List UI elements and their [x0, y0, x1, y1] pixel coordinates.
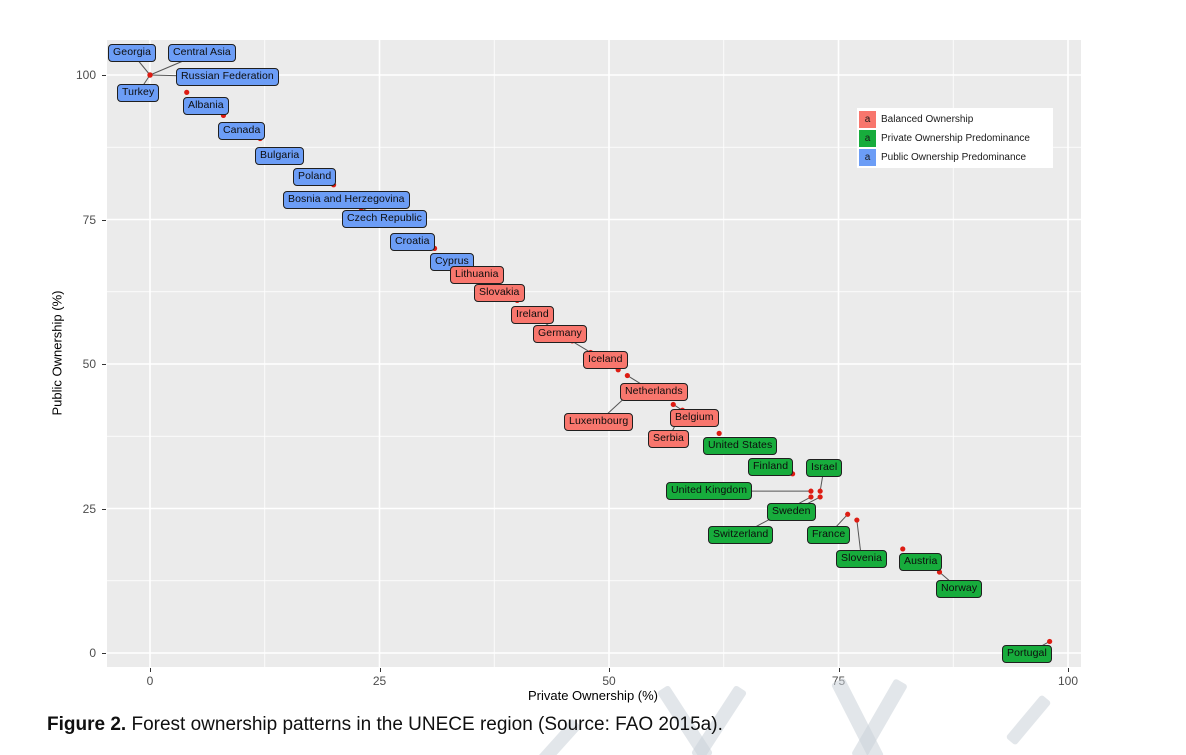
- country-label-switzerland: Switzerland: [708, 526, 774, 544]
- data-point-israel: [817, 488, 823, 494]
- y-tick-mark: [102, 75, 106, 76]
- country-label-ireland: Ireland: [511, 306, 554, 324]
- data-points: [147, 72, 1053, 645]
- country-label-croatia: Croatia: [390, 233, 435, 251]
- legend-label-balanced: Balanced Ownership: [881, 114, 974, 125]
- country-label-georgia: Georgia: [108, 44, 157, 62]
- country-label-russian-federation: Russian Federation: [176, 68, 279, 86]
- y-tick-mark: [102, 364, 106, 365]
- legend-key-balanced: a: [859, 111, 876, 128]
- x-axis-title: Private Ownership (%): [527, 688, 659, 703]
- x-tick-mark: [1068, 668, 1069, 672]
- country-label-portugal: Portugal: [1002, 645, 1052, 663]
- country-label-bosnia-and-herzegovina: Bosnia and Herzegovina: [283, 191, 410, 209]
- figure-caption: Figure 2. Forest ownership patterns in t…: [47, 714, 723, 736]
- x-tick-label: 100: [1057, 674, 1079, 688]
- country-label-united-states: United States: [703, 437, 778, 455]
- data-point-portugal: [1047, 638, 1053, 645]
- x-tick-label: 50: [602, 674, 616, 688]
- country-label-serbia: Serbia: [648, 430, 689, 448]
- data-point-turkey: [147, 72, 153, 78]
- country-label-united-kingdom: United Kingdom: [666, 482, 753, 500]
- y-tick-mark: [102, 508, 106, 510]
- data-point-france: [845, 511, 851, 517]
- legend-label-private: Private Ownership Predominance: [881, 133, 1030, 144]
- country-label-poland: Poland: [293, 168, 337, 186]
- legend-row-public: a Public Ownership Predominance: [859, 148, 1053, 167]
- legend: a Balanced Ownership a Private Ownership…: [857, 108, 1053, 168]
- x-tick-label: 0: [146, 674, 154, 688]
- data-point-albania: [184, 89, 190, 95]
- legend-row-private: a Private Ownership Predominance: [859, 129, 1053, 148]
- country-label-albania: Albania: [183, 97, 229, 115]
- legend-label-public: Public Ownership Predominance: [881, 152, 1027, 163]
- data-point-sweden: [817, 494, 823, 500]
- y-tick-mark: [102, 653, 106, 654]
- country-label-czech-republic: Czech Republic: [342, 210, 427, 228]
- y-axis-title: Public Ownership (%): [49, 290, 65, 416]
- data-point-netherlands: [624, 372, 630, 379]
- country-label-bulgaria: Bulgaria: [255, 147, 305, 165]
- data-point-united-kingdom: [808, 488, 814, 494]
- data-point-united-states: [716, 430, 722, 436]
- country-label-lithuania: Lithuania: [450, 266, 504, 284]
- country-label-france: France: [807, 526, 851, 544]
- country-label-netherlands: Netherlands: [620, 383, 688, 401]
- data-point-belgium: [670, 401, 676, 408]
- y-tick-label: 100: [75, 68, 96, 82]
- y-tick-label: 50: [82, 357, 96, 371]
- data-point-austria: [900, 546, 906, 552]
- y-tick-label: 0: [89, 646, 96, 660]
- country-label-iceland: Iceland: [583, 351, 628, 369]
- data-point-slovenia: [854, 517, 860, 523]
- x-tick-label: 25: [372, 674, 387, 688]
- country-label-belgium: Belgium: [670, 409, 719, 427]
- country-label-luxembourg: Luxembourg: [564, 413, 634, 431]
- figure-caption-text: Forest ownership patterns in the UNECE r…: [126, 714, 723, 735]
- country-label-slovakia: Slovakia: [474, 284, 525, 302]
- x-tick-mark: [838, 668, 840, 672]
- x-tick-mark: [379, 668, 381, 672]
- legend-key-public: a: [859, 149, 876, 166]
- figure-caption-label: Figure 2.: [47, 714, 127, 735]
- y-tick-label: 25: [82, 501, 96, 516]
- legend-key-private: a: [859, 130, 876, 147]
- country-label-central-asia: Central Asia: [168, 44, 236, 62]
- country-label-finland: Finland: [748, 458, 794, 476]
- country-label-germany: Germany: [533, 325, 587, 343]
- country-label-slovenia: Slovenia: [836, 550, 888, 568]
- country-label-sweden: Sweden: [767, 503, 816, 521]
- country-label-canada: Canada: [218, 122, 266, 140]
- legend-row-balanced: a Balanced Ownership: [859, 110, 1053, 129]
- y-tick-mark: [102, 219, 106, 221]
- data-point-switzerland: [808, 494, 814, 500]
- x-tick-mark: [609, 668, 610, 672]
- country-label-israel: Israel: [806, 459, 843, 477]
- y-tick-label: 75: [82, 212, 96, 227]
- country-label-austria: Austria: [899, 553, 943, 571]
- country-label-norway: Norway: [936, 580, 983, 598]
- x-tick-mark: [150, 668, 151, 672]
- country-label-turkey: Turkey: [117, 84, 160, 102]
